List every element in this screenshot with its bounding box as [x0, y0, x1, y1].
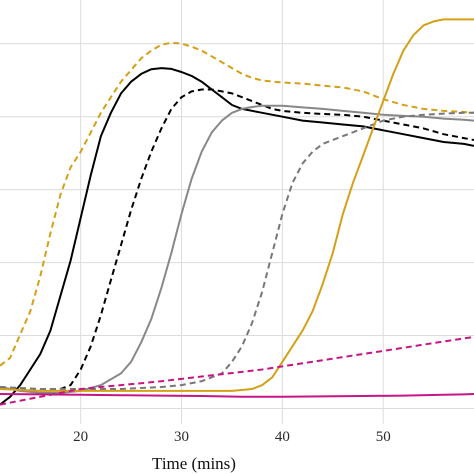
- x-tick-label-20: 20: [73, 429, 88, 445]
- series-line-2: [0, 88, 474, 391]
- series-line-7: [0, 393, 474, 398]
- series-line-6: [0, 335, 474, 406]
- series-line-4: [0, 111, 474, 390]
- series-line-3: [0, 104, 474, 394]
- grid: [0, 0, 474, 424]
- series-layer: [0, 18, 474, 406]
- x-tick-label-30: 30: [174, 429, 189, 445]
- series-line-1: [0, 67, 474, 406]
- x-tick-label-40: 40: [275, 429, 290, 445]
- x-axis-title: Time (mins): [152, 454, 236, 473]
- series-line-0: [0, 41, 474, 367]
- x-axis-ticks: 20 30 40 50: [73, 429, 391, 445]
- x-tick-label-50: 50: [376, 429, 391, 445]
- series-line-5: [0, 18, 474, 392]
